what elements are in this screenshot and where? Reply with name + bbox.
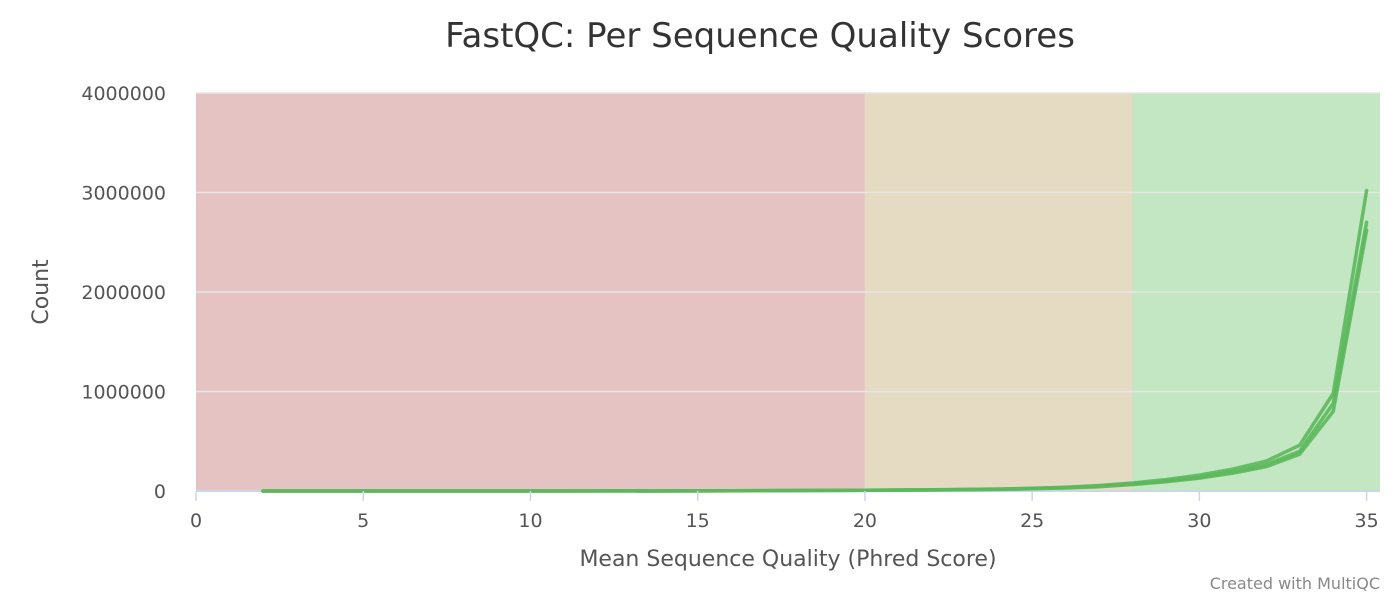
x-tick-label: 5 bbox=[357, 510, 369, 532]
y-tick-label: 4000000 bbox=[81, 83, 166, 105]
series-line-2[interactable] bbox=[261, 228, 1369, 493]
x-tick-label: 20 bbox=[853, 510, 877, 532]
x-tick-label: 25 bbox=[1020, 510, 1044, 532]
y-tick-label: 0 bbox=[154, 481, 166, 503]
y-axis-label: Count bbox=[29, 259, 54, 325]
x-tick-label: 0 bbox=[190, 510, 202, 532]
x-tick-label: 35 bbox=[1355, 510, 1379, 532]
series-lines bbox=[261, 188, 1369, 493]
x-axis-ticks: 0 5 10 15 20 25 30 35 bbox=[190, 491, 1379, 532]
x-tick-label: 10 bbox=[518, 510, 542, 532]
y-tick-label: 3000000 bbox=[81, 183, 166, 205]
y-axis-ticks: 0 1000000 2000000 3000000 4000000 bbox=[81, 83, 166, 503]
chart-title: FastQC: Per Sequence Quality Scores bbox=[445, 16, 1075, 56]
x-tick-label: 15 bbox=[686, 510, 710, 532]
x-tick-label: 30 bbox=[1187, 510, 1211, 532]
y-tick-label: 2000000 bbox=[81, 282, 166, 304]
y-tick-label: 1000000 bbox=[81, 382, 166, 404]
x-axis-label: Mean Sequence Quality (Phred Score) bbox=[579, 547, 996, 572]
gridlines bbox=[196, 92, 1380, 492]
multiqc-credit[interactable]: Created with MultiQC bbox=[1210, 574, 1380, 593]
